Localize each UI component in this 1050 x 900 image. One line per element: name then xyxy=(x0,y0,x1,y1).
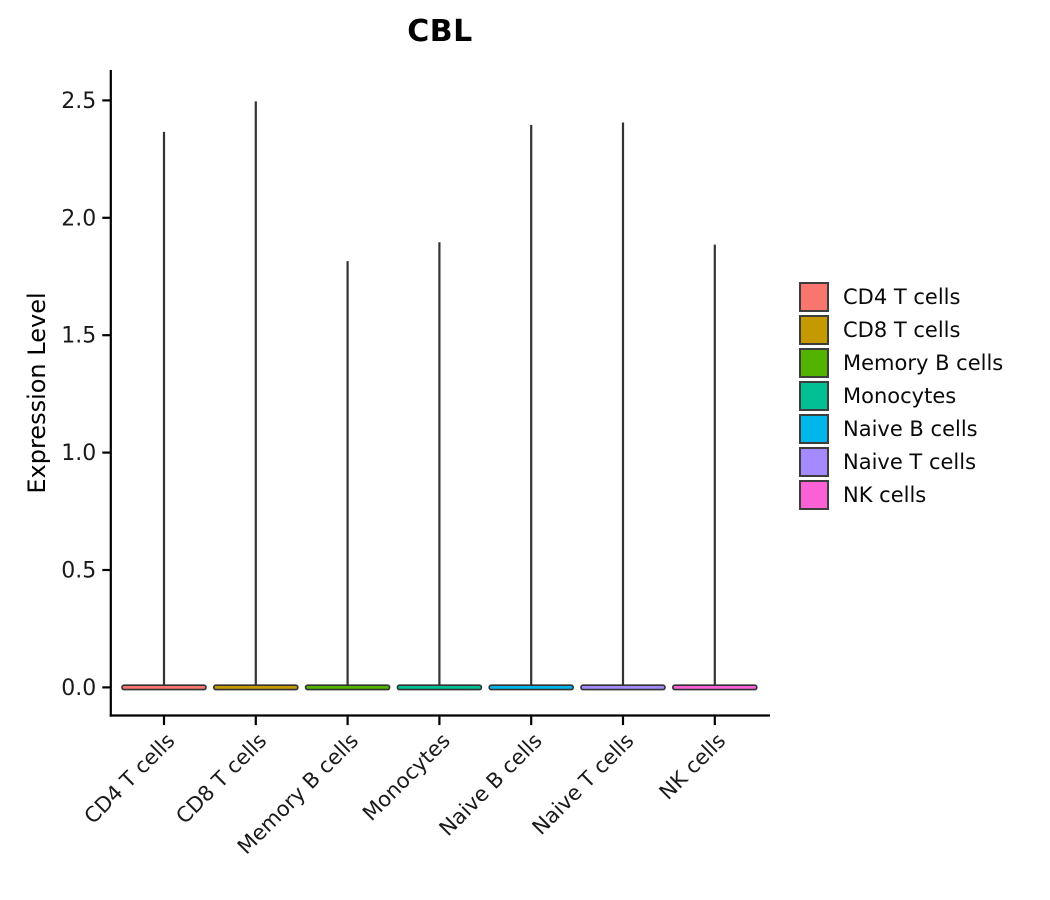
legend-label: Memory B cells xyxy=(843,351,1004,375)
legend-label: CD4 T cells xyxy=(843,285,961,309)
violin-base-naive-t-cells xyxy=(580,684,666,691)
y-tick-label-2-0: 2.0 xyxy=(61,206,96,231)
legend-label: Naive T cells xyxy=(843,450,977,474)
y-tick-label-1-5: 1.5 xyxy=(61,324,96,349)
y-tick-label-0-5: 0.5 xyxy=(61,559,96,584)
legend-label: NK cells xyxy=(843,483,927,507)
x-tick-label-nk-cells: NK cells xyxy=(655,729,731,805)
violin-base-nk-cells xyxy=(671,684,758,691)
y-tick-label-1-0: 1.0 xyxy=(61,441,96,466)
violin-base-naive-b-cells xyxy=(488,684,575,691)
legend-item-naive-t-cells: Naive T cells xyxy=(799,447,1003,477)
legend-item-nk-cells: NK cells xyxy=(799,480,1003,510)
violin-base-cd4-t-cells xyxy=(121,684,207,691)
legend-label: Naive B cells xyxy=(843,417,978,441)
legend-swatch-monocytes xyxy=(799,381,829,411)
legend-label: Monocytes xyxy=(843,384,957,408)
legend-item-monocytes: Monocytes xyxy=(799,381,1003,411)
legend-item-cd8-t-cells: CD8 T cells xyxy=(799,315,1003,345)
violin-base-monocytes xyxy=(396,684,483,691)
legend-item-naive-b-cells: Naive B cells xyxy=(799,414,1003,444)
x-tick-label-monocytes: Monocytes xyxy=(358,729,455,826)
violin-base-cd8-t-cells xyxy=(213,684,299,691)
legend-item-memory-b-cells: Memory B cells xyxy=(799,348,1003,378)
legend-swatch-cd4-t-cells xyxy=(799,282,829,312)
y-tick-label-2-5: 2.5 xyxy=(61,89,96,114)
legend-swatch-naive-b-cells xyxy=(799,414,829,444)
legend-item-cd4-t-cells: CD4 T cells xyxy=(799,282,1003,312)
y-tick-label-0-0: 0.0 xyxy=(61,676,96,701)
x-tick-label-cd4-t-cells: CD4 T cells xyxy=(80,729,180,829)
legend-swatch-naive-t-cells xyxy=(799,447,829,477)
violin-base-memory-b-cells xyxy=(304,684,391,691)
x-tick-label-cd8-t-cells: CD8 T cells xyxy=(171,729,271,829)
legend-swatch-memory-b-cells xyxy=(799,348,829,378)
legend-swatch-cd8-t-cells xyxy=(799,315,829,345)
legend-swatch-nk-cells xyxy=(799,480,829,510)
legend: CD4 T cells CD8 T cells Memory B cells Mono… xyxy=(799,282,1003,510)
legend-label: CD8 T cells xyxy=(843,318,961,342)
chart-title: CBL xyxy=(407,14,473,49)
